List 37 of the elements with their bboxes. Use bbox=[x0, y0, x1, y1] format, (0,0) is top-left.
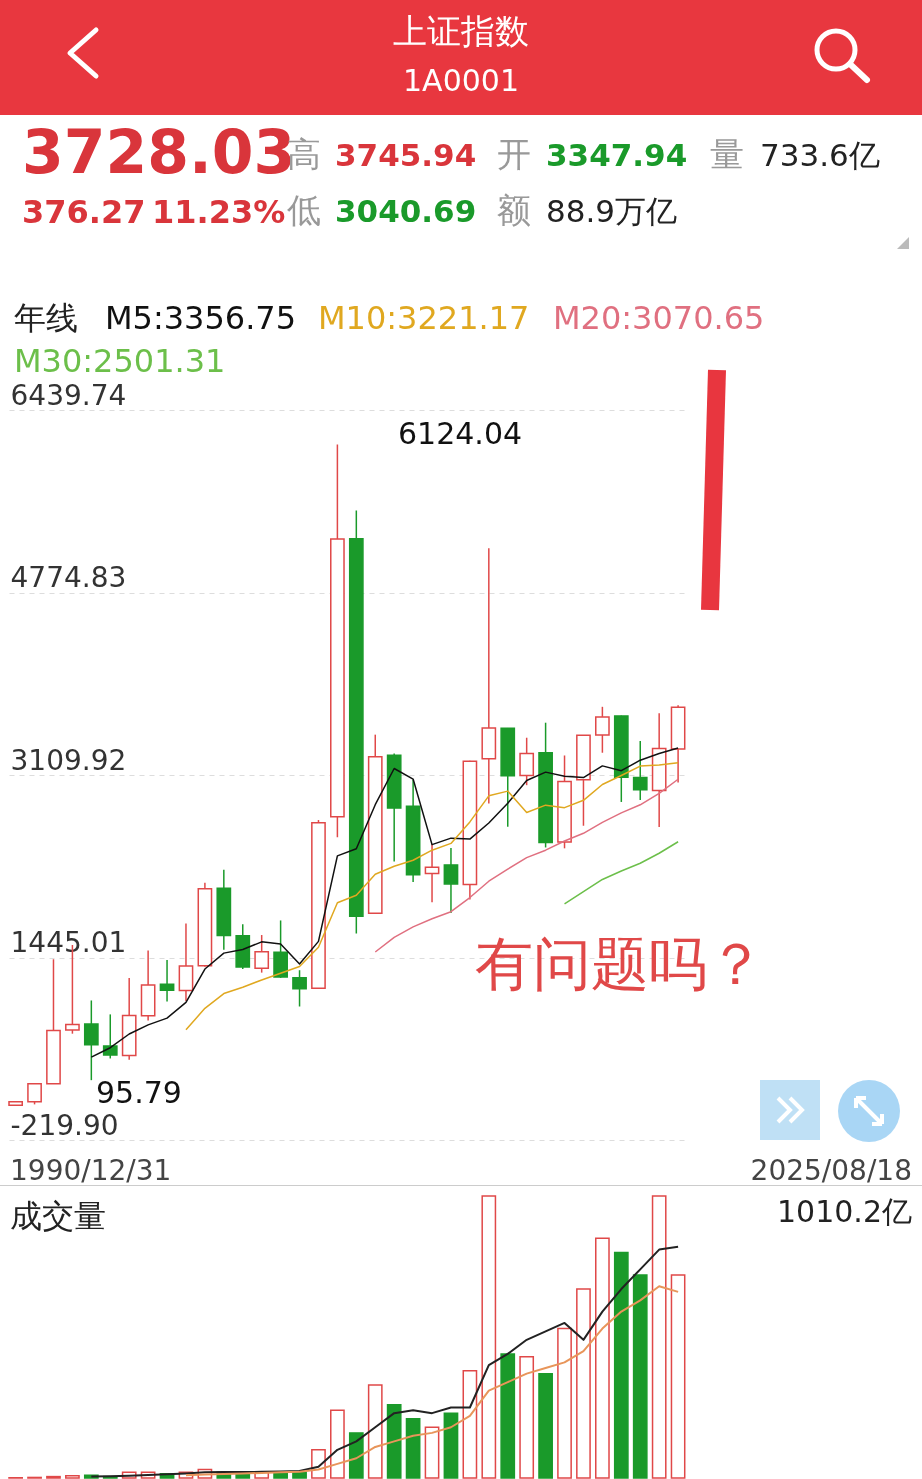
bar bbox=[405, 1418, 421, 1479]
chart-title: 成交量 bbox=[10, 1197, 106, 1235]
text: 11.23% bbox=[152, 193, 286, 231]
bar bbox=[443, 1412, 459, 1479]
bar bbox=[632, 1274, 648, 1479]
text: M5:3356.75 bbox=[105, 299, 297, 337]
y-tick-label: 6439.74 bbox=[10, 378, 127, 412]
text: 量 bbox=[710, 134, 744, 174]
text: 年线 bbox=[14, 299, 78, 337]
text: 3347.94 bbox=[546, 137, 688, 173]
bar bbox=[613, 1251, 629, 1479]
y-tick-label: 1445.01 bbox=[10, 926, 127, 959]
y-tick-label: -219.90 bbox=[10, 1108, 119, 1142]
annotation: 95.79 bbox=[96, 1075, 182, 1110]
y-tick-label: 4774.83 bbox=[10, 561, 127, 594]
chart-subtitle: 1A0001 bbox=[402, 63, 520, 98]
text: 376.27 bbox=[22, 193, 146, 231]
text: 88.9万亿 bbox=[546, 193, 678, 229]
text: 开 bbox=[497, 134, 531, 174]
bar bbox=[500, 1353, 516, 1479]
annotation: 6124.04 bbox=[398, 416, 523, 451]
text: 733.6亿 bbox=[760, 137, 880, 173]
text: 3040.69 bbox=[335, 193, 477, 229]
bar bbox=[538, 1372, 553, 1479]
y-tick-label: 3109.92 bbox=[10, 743, 127, 777]
text: 额 bbox=[497, 190, 531, 230]
text: M10:3221.17 bbox=[318, 299, 530, 337]
text: 1010.2亿 bbox=[777, 1194, 912, 1229]
annotation: 有问题吗？ bbox=[475, 930, 765, 998]
text: M20:3070.65 bbox=[553, 299, 765, 337]
chart-title: 上证指数 bbox=[392, 11, 530, 51]
text: M30:2501.31 bbox=[14, 342, 226, 380]
text: 3745.94 bbox=[335, 137, 477, 173]
text: 1990/12/31 bbox=[10, 1154, 172, 1187]
text: 2025/08/18 bbox=[750, 1154, 912, 1187]
text: 低 bbox=[287, 190, 321, 230]
bar bbox=[386, 1403, 402, 1479]
